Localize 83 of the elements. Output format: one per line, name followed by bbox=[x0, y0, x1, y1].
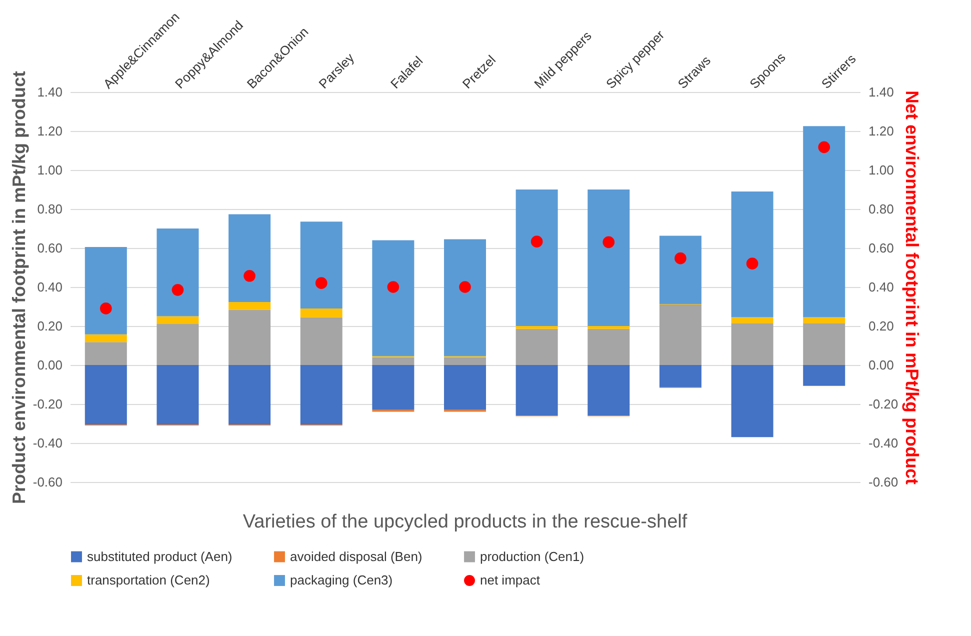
y-tick-label: 0.60 bbox=[37, 240, 62, 256]
bar bbox=[228, 310, 271, 365]
y-tick-label: -0.60 bbox=[32, 474, 62, 490]
bar bbox=[444, 365, 486, 410]
y2-tick-label: 0.00 bbox=[868, 358, 894, 372]
bar bbox=[803, 126, 846, 318]
bar bbox=[228, 214, 271, 302]
y2-tick-label: 1.00 bbox=[868, 162, 894, 178]
y-tick-label: 0.20 bbox=[37, 318, 62, 334]
point bbox=[387, 281, 400, 293]
bar bbox=[731, 365, 774, 438]
y-tick-label: 1.40 bbox=[37, 84, 62, 100]
bar bbox=[300, 222, 342, 308]
y-tick-label: -0.20 bbox=[32, 396, 62, 412]
y-tick-label: 0.80 bbox=[37, 202, 62, 216]
bar bbox=[84, 342, 127, 365]
y2-tick-label: 0.80 bbox=[868, 202, 894, 216]
bar bbox=[731, 323, 774, 365]
y-tick-label: 1.20 bbox=[37, 124, 62, 138]
bar bbox=[588, 328, 630, 365]
y-axis-title: Product environmental footprint in mPt/kg product bbox=[8, 70, 29, 504]
y-tick-label: 0.00 bbox=[37, 358, 62, 372]
y-tick-label: 0.40 bbox=[37, 280, 62, 294]
y-tick-label: 1.00 bbox=[37, 162, 62, 178]
bar bbox=[803, 317, 846, 324]
bar bbox=[516, 328, 558, 365]
y2-tick-label: -0.40 bbox=[868, 436, 898, 450]
bar bbox=[516, 326, 558, 329]
bar bbox=[372, 240, 414, 356]
bar bbox=[228, 365, 271, 424]
bar bbox=[659, 304, 702, 365]
bar bbox=[300, 317, 342, 365]
y2-tick-label: 0.20 bbox=[868, 318, 894, 334]
point bbox=[244, 270, 256, 282]
y-tick-label: -0.40 bbox=[32, 436, 62, 450]
bar bbox=[516, 365, 558, 416]
point bbox=[602, 236, 615, 248]
bar bbox=[372, 357, 414, 365]
bar bbox=[588, 326, 630, 329]
x-axis-title: Varieties of the upcycled products in the rescue-shelf bbox=[242, 512, 688, 532]
bar bbox=[731, 317, 774, 324]
legend-label: net impact bbox=[480, 572, 540, 588]
legend-label: transportation (Cen2) bbox=[87, 572, 210, 588]
point bbox=[100, 302, 112, 314]
bar bbox=[516, 190, 558, 326]
point bbox=[172, 284, 184, 296]
point bbox=[674, 252, 686, 264]
bar bbox=[803, 323, 846, 365]
point bbox=[746, 258, 758, 270]
bar bbox=[300, 308, 342, 318]
point bbox=[315, 277, 328, 290]
y2-axis-title: Net environmental footprint in mPt/kg product bbox=[902, 90, 922, 485]
bar bbox=[803, 365, 846, 386]
bar bbox=[156, 324, 199, 365]
bar bbox=[156, 365, 199, 424]
bar bbox=[156, 228, 199, 316]
y2-tick-label: 1.20 bbox=[868, 124, 894, 138]
legend-label: production (Cen1) bbox=[480, 548, 584, 564]
legend-label: avoided disposal (Ben) bbox=[290, 548, 422, 564]
y2-tick-label: 0.40 bbox=[868, 280, 894, 294]
legend-label: packaging (Cen3) bbox=[290, 572, 393, 588]
point bbox=[530, 236, 543, 248]
bar bbox=[588, 190, 630, 326]
bar bbox=[84, 365, 127, 424]
legend-label: substituted product (Aen) bbox=[87, 548, 232, 564]
y2-tick-label: -0.60 bbox=[868, 474, 898, 490]
bar bbox=[84, 334, 127, 342]
bar bbox=[659, 236, 702, 304]
bar bbox=[444, 357, 486, 365]
y2-tick-label: -0.20 bbox=[868, 396, 898, 412]
bar bbox=[659, 365, 702, 388]
y2-tick-label: 1.40 bbox=[868, 84, 894, 100]
bar bbox=[156, 316, 199, 324]
point bbox=[459, 281, 471, 293]
point bbox=[818, 141, 830, 154]
bar bbox=[588, 365, 630, 416]
bar bbox=[731, 191, 774, 318]
bar bbox=[372, 365, 414, 410]
y2-tick-label: 0.60 bbox=[868, 240, 894, 256]
bar bbox=[444, 239, 486, 356]
bar bbox=[84, 247, 127, 334]
bar bbox=[228, 302, 271, 310]
bar bbox=[300, 365, 342, 424]
